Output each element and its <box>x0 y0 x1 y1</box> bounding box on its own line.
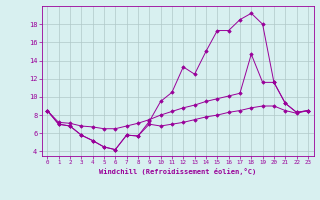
X-axis label: Windchill (Refroidissement éolien,°C): Windchill (Refroidissement éolien,°C) <box>99 168 256 175</box>
